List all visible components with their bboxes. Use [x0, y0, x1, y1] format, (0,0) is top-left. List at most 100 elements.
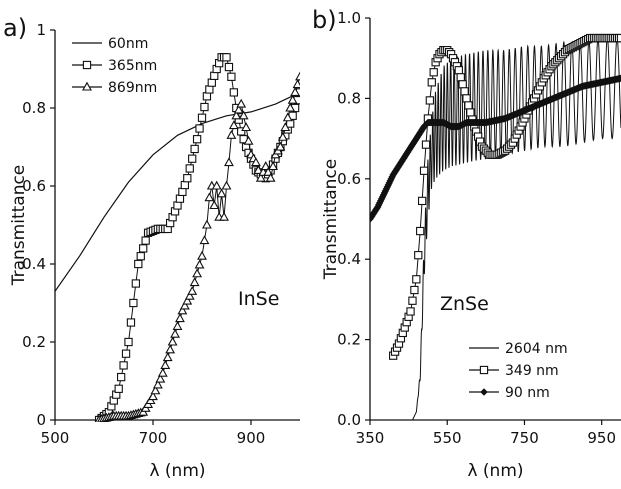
data-point	[425, 96, 435, 105]
data-point	[216, 188, 227, 198]
series-349nm	[389, 33, 621, 360]
y-axis-label: Transmittance	[321, 159, 341, 281]
legend-label: 2604 nm	[505, 341, 568, 357]
data-point	[180, 180, 189, 190]
data-point	[129, 298, 138, 308]
data-point	[237, 127, 246, 136]
y-tick-label: 0.0	[337, 411, 361, 429]
data-point	[175, 194, 185, 203]
data-point	[179, 300, 190, 310]
data-point	[167, 336, 178, 346]
data-point	[229, 88, 238, 97]
legend: 2604 nm 349 nm 90 nm	[469, 341, 568, 401]
data-point	[126, 318, 136, 327]
data-point	[194, 259, 205, 269]
data-point	[292, 79, 300, 89]
data-point	[136, 252, 145, 261]
data-point	[462, 94, 471, 103]
material-annotation: InSe	[238, 288, 279, 310]
y-tick-label: 1	[36, 21, 46, 39]
data-point	[195, 124, 204, 133]
data-point	[464, 101, 473, 110]
x-tick-label: 750	[510, 429, 539, 447]
data-point	[277, 131, 288, 141]
data-point	[427, 78, 436, 87]
data-point	[275, 141, 286, 151]
data-point	[224, 157, 234, 167]
series-line	[412, 37, 621, 421]
data-point	[408, 296, 417, 305]
data-point	[141, 236, 150, 245]
legend: 60nm 365nm 869nm	[72, 36, 157, 96]
panel-label: a)	[3, 14, 27, 42]
data-point	[119, 361, 128, 370]
series-2604nm	[412, 37, 621, 421]
panel-label: b)	[312, 6, 337, 34]
x-axis-label: λ (nm)	[467, 461, 523, 481]
data-point	[152, 379, 163, 389]
data-point	[268, 161, 278, 171]
y-tick-label: 0.2	[337, 331, 361, 349]
y-tick-label: 0.6	[337, 170, 361, 188]
data-point	[250, 157, 261, 167]
data-point	[429, 68, 438, 77]
data-point	[211, 180, 222, 190]
y-axis-label: Transmittance	[9, 165, 29, 287]
data-point	[458, 80, 467, 89]
data-point	[165, 344, 176, 354]
data-point	[189, 277, 200, 287]
data-point	[238, 110, 249, 120]
data-point	[236, 98, 247, 108]
series-90nm	[370, 74, 621, 223]
x-axis-label: λ (nm)	[149, 461, 205, 481]
data-point	[255, 172, 266, 182]
legend-marker	[82, 60, 92, 70]
data-point	[170, 328, 180, 338]
data-point	[124, 337, 133, 347]
data-point	[228, 120, 239, 130]
x-tick-label: 900	[237, 429, 266, 447]
data-point	[192, 268, 203, 278]
data-point	[412, 275, 421, 284]
data-point	[190, 144, 199, 154]
legend-label: 90 nm	[505, 385, 550, 401]
y-tick-label: 0.4	[22, 255, 46, 273]
data-point	[406, 307, 415, 316]
data-point	[160, 360, 171, 369]
data-point	[295, 71, 300, 81]
data-point	[290, 87, 300, 96]
data-point	[148, 391, 158, 401]
data-point	[287, 94, 298, 104]
y-tick-label: 0	[36, 411, 46, 429]
data-point	[421, 140, 431, 149]
legend-marker	[480, 388, 488, 396]
legend-label: 60nm	[108, 36, 148, 52]
data-point	[114, 384, 123, 393]
data-point	[210, 71, 219, 80]
data-point	[197, 250, 207, 260]
data-point	[233, 104, 244, 114]
data-point	[243, 135, 254, 145]
y-tick-label: 0.4	[337, 250, 361, 268]
legend-label: 365nm	[108, 58, 157, 74]
data-point	[183, 174, 192, 183]
data-point	[175, 313, 185, 323]
data-point	[150, 385, 161, 395]
data-point	[121, 349, 131, 358]
data-point	[139, 244, 148, 253]
y-tick-label: 0.8	[337, 89, 361, 107]
y-tick-label: 0.2	[22, 333, 46, 351]
data-point	[222, 53, 231, 62]
data-point	[241, 122, 252, 132]
data-point	[265, 172, 276, 182]
data-point	[454, 66, 463, 75]
data-point	[192, 135, 202, 144]
data-point	[209, 200, 220, 210]
data-point	[260, 161, 271, 171]
chart-panel-b: 0.0 0.2 0.4 0.6 0.8 1.0 350 550 750 950 λ (nm) Tran…	[312, 6, 621, 481]
data-point	[202, 92, 212, 101]
data-point	[253, 165, 264, 174]
data-point	[184, 290, 195, 300]
